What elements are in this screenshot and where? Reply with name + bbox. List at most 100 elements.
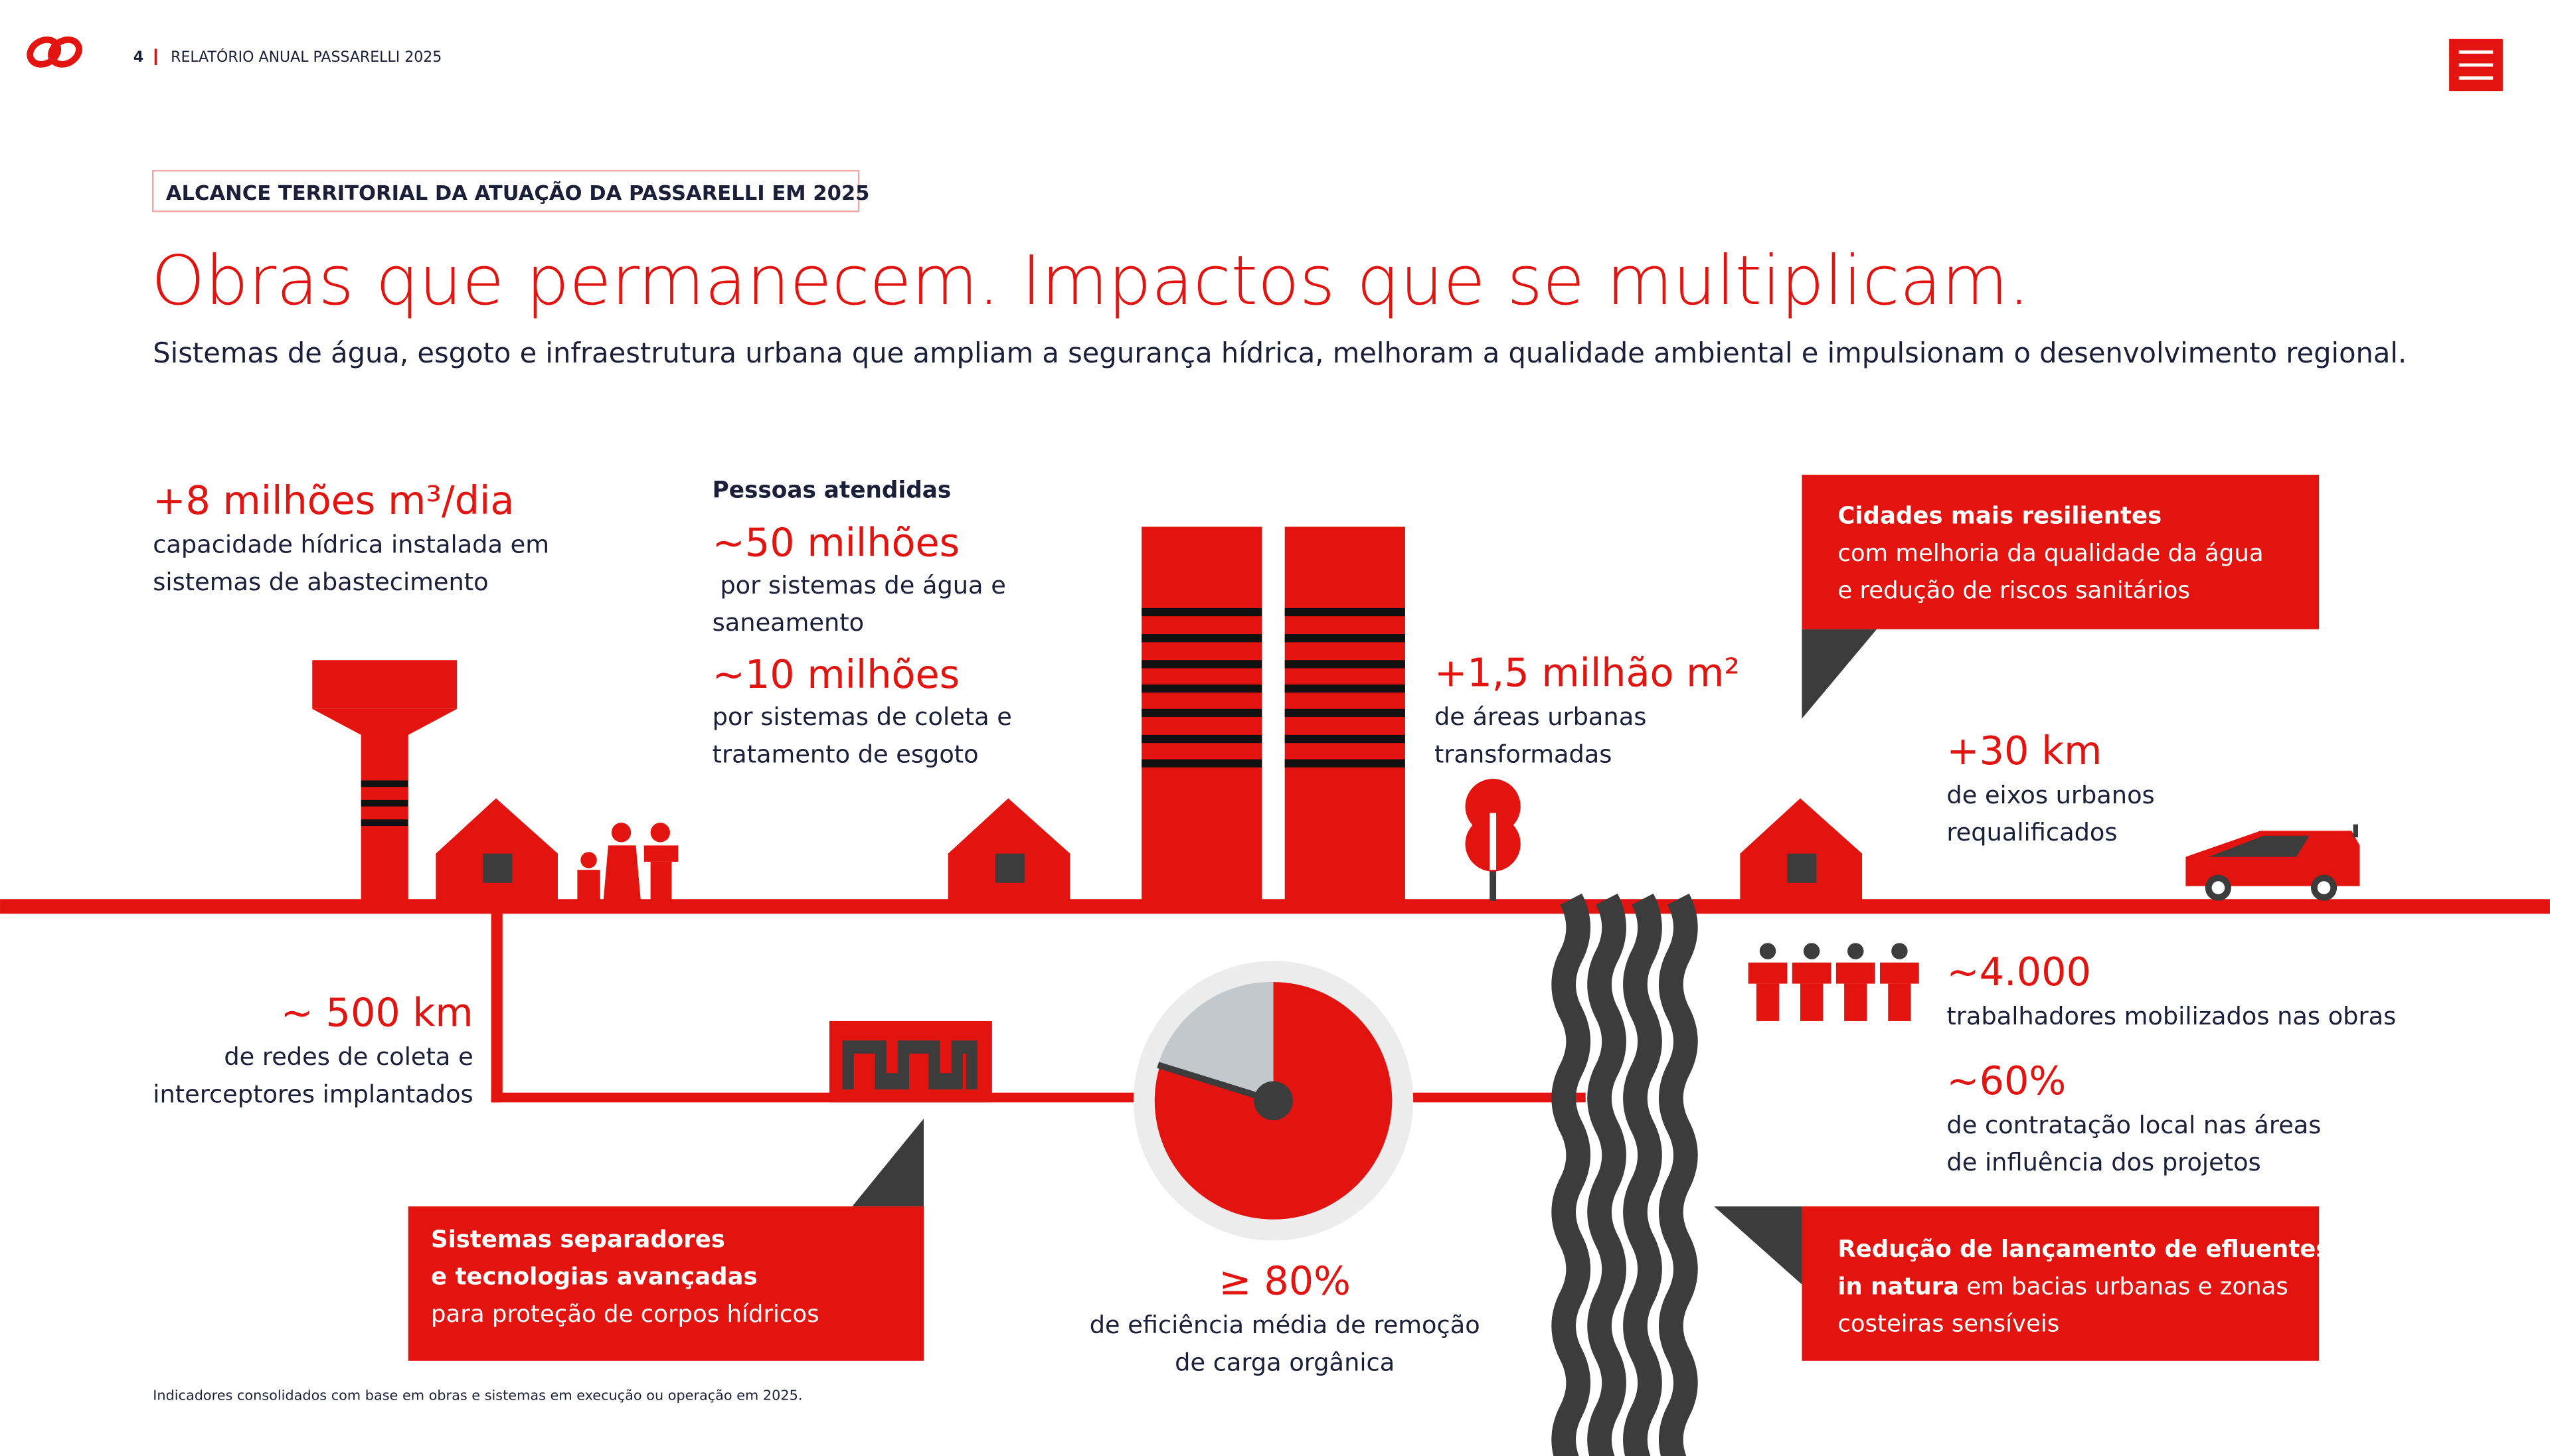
- wave: [1658, 893, 1698, 1456]
- callout-text: e redução de riscos sanitários: [1837, 577, 2190, 604]
- stat-description: de carga orgânica: [1175, 1348, 1395, 1376]
- worker-body: [1756, 983, 1780, 1021]
- callout-regular: para proteção de corpos hídricos: [431, 1301, 819, 1328]
- section-label-box: [152, 169, 860, 212]
- callout-text: in natura em bacias urbanas e zonas: [1837, 1273, 2288, 1300]
- callout-pointer: [852, 1118, 924, 1207]
- window-band: [1284, 734, 1405, 744]
- window-band: [1142, 634, 1262, 643]
- worker-body: [1800, 983, 1824, 1021]
- house: [436, 798, 558, 901]
- worker-body: [1792, 962, 1831, 984]
- callout-pointer: [1714, 1206, 1802, 1285]
- worker-body: [1835, 962, 1875, 984]
- callout-pointer: [1802, 629, 1877, 719]
- wave: [1587, 893, 1626, 1456]
- window-band: [1284, 607, 1405, 617]
- stat-value: ≥ 80%: [1219, 1257, 1351, 1303]
- callout-text: costeiras sensíveis: [1837, 1311, 2059, 1338]
- stat-description: requalificados: [1946, 818, 2117, 847]
- menu-button[interactable]: [2449, 39, 2503, 92]
- callout-regular: com melhoria da qualidade da água: [1837, 540, 2263, 567]
- callout-text: e tecnologias avançadas: [431, 1263, 758, 1291]
- tree: [1465, 779, 1521, 901]
- callout-text: Sistemas separadores: [431, 1226, 725, 1253]
- window-band: [1284, 660, 1405, 669]
- subtitle: Sistemas de água, esgoto e infraestrutur…: [153, 337, 2407, 369]
- stat-description: saneamento: [713, 608, 864, 637]
- car: [2185, 824, 2360, 901]
- title: Obras que permanecem. Impactos que se mu…: [151, 242, 2030, 321]
- callout-text: para proteção de corpos hídricos: [431, 1301, 819, 1328]
- window-band: [1284, 708, 1405, 717]
- page-number: 4: [133, 49, 143, 66]
- window-band: [1142, 607, 1262, 617]
- callout-box: [1802, 475, 2320, 629]
- stat-description: por sistemas de água e: [713, 571, 1006, 600]
- workers: [1748, 943, 1919, 1021]
- window-band: [1142, 708, 1262, 717]
- window-band: [1142, 660, 1262, 669]
- callout-bold: Cidades mais resilientes: [1837, 503, 2162, 530]
- callout-text: Redução de lançamento de efluentes: [1837, 1236, 2330, 1263]
- stat-description: por sistemas de coleta e: [713, 702, 1012, 731]
- callout-box: [1802, 1206, 2320, 1361]
- stat-description: de áreas urbanas: [1434, 702, 1646, 731]
- stat-description: interceptores implantados: [153, 1080, 473, 1108]
- stat-description: de eficiência média de remoção: [1090, 1311, 1480, 1339]
- callout-bold: in natura: [1837, 1273, 1959, 1300]
- worker-head: [1891, 943, 1908, 959]
- river: [1551, 893, 1698, 1456]
- stat-description: de influência dos projetos: [1946, 1148, 2260, 1176]
- callout-bold: e tecnologias avançadas: [431, 1263, 758, 1291]
- worker-body: [1844, 983, 1867, 1021]
- window-band: [1142, 759, 1262, 768]
- pipe: [491, 910, 503, 1103]
- stat-description: de contratação local nas áreas: [1946, 1111, 2321, 1139]
- house: [948, 798, 1070, 901]
- pipe: [491, 1092, 1586, 1103]
- worker-head: [1759, 943, 1776, 959]
- window-band: [1142, 734, 1262, 744]
- family: [577, 823, 679, 901]
- footnote: Indicadores consolidados com base em obr…: [153, 1388, 802, 1404]
- buildings: [1142, 526, 1405, 901]
- report-title: RELATÓRIO ANUAL PASSARELLI 2025: [171, 48, 442, 66]
- callout-regular: costeiras sensíveis: [1837, 1311, 2059, 1338]
- gauge: [1133, 961, 1414, 1241]
- window-band: [1284, 684, 1405, 693]
- worker-head: [1847, 943, 1864, 959]
- callout-regular: e redução de riscos sanitários: [1837, 577, 2190, 604]
- worker-head: [1803, 943, 1820, 959]
- stat-description: capacidade hídrica instalada em: [153, 530, 549, 559]
- stat-description: de eixos urbanos: [1946, 781, 2154, 809]
- worker-body: [1888, 983, 1911, 1021]
- stat-value: +8 milhões m³/dia: [153, 477, 514, 523]
- worker-body: [1748, 962, 1788, 984]
- ground-line: [0, 899, 2550, 914]
- callout-bold: Redução de lançamento de efluentes: [1837, 1236, 2330, 1263]
- logo: [27, 36, 82, 68]
- stat-value: ~4.000: [1946, 949, 2090, 995]
- stat-value: +30 km: [1946, 728, 2102, 773]
- treatment-unit: [829, 1020, 992, 1103]
- stat-value: ~10 milhões: [713, 651, 960, 697]
- stat-description: trabalhadores mobilizados nas obras: [1946, 1002, 2396, 1030]
- callout-box: [408, 1206, 924, 1361]
- stat-description: transformadas: [1434, 740, 1612, 769]
- wave: [1623, 893, 1662, 1456]
- stat-value: ~50 milhões: [713, 520, 960, 566]
- house: [1740, 798, 1863, 901]
- stat-value: ~ 500 km: [281, 989, 473, 1035]
- callout-regular: em bacias urbanas e zonas: [1959, 1273, 2288, 1300]
- stat-description: de redes de coleta e: [224, 1042, 473, 1071]
- stat-value: ~60%: [1946, 1058, 2066, 1103]
- callout-bold: Sistemas separadores: [431, 1226, 725, 1253]
- separator: [154, 48, 157, 65]
- water-tower: [312, 660, 458, 901]
- section-label: ALCANCE TERRITORIAL DA ATUAÇÃO DA PASSAR…: [166, 181, 870, 205]
- stat-value: +1,5 milhão m²: [1434, 649, 1740, 695]
- window-band: [1284, 634, 1405, 643]
